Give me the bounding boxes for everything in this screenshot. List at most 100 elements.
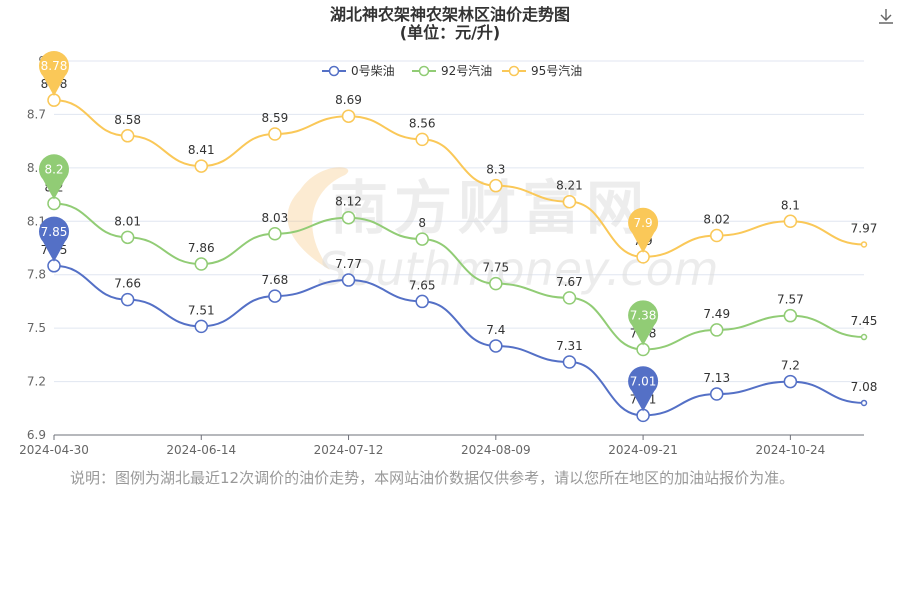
- data-label: 8.21: [556, 179, 583, 193]
- data-labels: 7.85 7.66 7.51 7.68 7.77 7.65 7.4 7.31 7.01 7.13 7…: [41, 77, 878, 406]
- watermark-text-en: Southmoney.com: [318, 242, 719, 296]
- legend-item: 92号汽油: [412, 63, 492, 78]
- data-point: [120, 230, 135, 245]
- data-label: 7.67: [556, 275, 583, 289]
- x-tick-label: 2024-10-24: [755, 443, 825, 457]
- legend-label: 95号汽油: [531, 63, 582, 78]
- marker-label: 7.38: [630, 309, 657, 323]
- extreme-marker: 7.01: [628, 366, 659, 412]
- marker-pin: [39, 154, 69, 200]
- extreme-marker: 7.38: [628, 300, 659, 346]
- legend: 0号柴油 92号汽油 95号汽油: [322, 63, 582, 78]
- series-1: [47, 196, 868, 357]
- data-label: 8.59: [262, 111, 289, 125]
- data-point: [783, 308, 798, 323]
- extreme-marker: 8.78: [39, 50, 69, 97]
- data-point: [341, 210, 356, 225]
- data-point: [415, 132, 429, 147]
- marker-label: 7.01: [630, 374, 657, 388]
- data-point: [120, 292, 135, 307]
- data-point: [341, 109, 356, 123]
- data-label: 8.58: [114, 113, 141, 127]
- marker-pin: [39, 50, 69, 97]
- legend-symbol: [328, 65, 340, 77]
- x-tick-label: 2024-07-12: [314, 443, 384, 457]
- legend-symbol: [508, 65, 520, 77]
- data-point: [709, 323, 724, 337]
- watermark: 南方财富网 Southmoney.com: [287, 167, 719, 296]
- data-point: [562, 194, 577, 209]
- data-point: [268, 127, 282, 141]
- marker-pin: [628, 207, 659, 253]
- legend-label: 0号柴油: [351, 64, 395, 78]
- data-point: [860, 241, 868, 248]
- data-point: [415, 294, 429, 309]
- data-point: [783, 214, 798, 229]
- y-axis: 6.97.27.57.88.18.48.79: [27, 54, 46, 442]
- data-label: 7.77: [335, 257, 362, 271]
- data-label: 7.97: [851, 221, 878, 235]
- x-tick-label: 2024-09-21: [608, 443, 678, 457]
- data-label: 7.68: [262, 273, 289, 287]
- data-label: 7.4: [486, 323, 505, 337]
- data-point: [268, 227, 282, 241]
- series-layer: [47, 93, 868, 423]
- data-point: [120, 129, 135, 143]
- data-point: [860, 333, 868, 341]
- data-label: 7.75: [482, 261, 509, 275]
- download-icon[interactable]: [876, 6, 896, 26]
- data-point: [268, 289, 282, 303]
- data-label: 8.3: [486, 163, 505, 177]
- data-point: [709, 387, 724, 401]
- data-label: 7.31: [556, 339, 583, 353]
- data-point: [489, 339, 503, 353]
- data-point: [783, 374, 798, 389]
- data-point: [194, 159, 209, 173]
- data-label: 7.51: [188, 303, 215, 317]
- watermark-logo: [287, 167, 349, 270]
- data-point: [341, 273, 356, 287]
- data-point: [489, 178, 503, 193]
- chart-title: 湖北神农架神农架林区油价走势图: [330, 5, 570, 24]
- x-tick-label: 2024-04-30: [19, 443, 89, 457]
- extreme-markers: 7.85 7.01 8.2 7.38 8.78 7.9: [39, 50, 659, 412]
- y-tick-label: 6.9: [27, 428, 46, 442]
- data-point: [194, 257, 209, 271]
- marker-pin: [628, 300, 659, 346]
- marker-label: 8.78: [41, 59, 68, 73]
- y-tick-label: 7.2: [27, 375, 46, 389]
- y-tick-label: 8.7: [27, 107, 46, 121]
- series-2: [47, 93, 868, 264]
- data-label: 7.49: [703, 307, 730, 321]
- grid-lines: [54, 60, 864, 383]
- data-label: 8.03: [262, 211, 289, 225]
- data-label: 7.86: [188, 241, 215, 255]
- chart-note: 说明：图例为湖北最近12次调价的油价走势，本网站油价数据仅供参考，请以您所在地区…: [70, 469, 795, 487]
- legend-label: 92号汽油: [441, 63, 492, 78]
- legend-item: 0号柴油: [322, 64, 395, 78]
- data-label: 7.57: [777, 293, 804, 307]
- data-label: 7.08: [851, 380, 878, 394]
- data-label: 8.56: [409, 116, 436, 130]
- marker-label: 7.85: [41, 225, 68, 239]
- data-point: [562, 291, 577, 305]
- x-tick-label: 2024-08-09: [461, 443, 531, 457]
- extreme-marker: 8.2: [39, 154, 69, 200]
- data-point: [562, 355, 577, 369]
- data-point: [489, 276, 503, 291]
- y-tick-label: 7.8: [27, 268, 46, 282]
- data-label: 7.66: [114, 277, 141, 291]
- legend-item: 95号汽油: [502, 63, 582, 78]
- data-point: [860, 399, 868, 407]
- data-label: 8.02: [703, 213, 730, 227]
- data-label: 8: [418, 216, 426, 230]
- y-tick-label: 7.5: [27, 321, 46, 335]
- data-point: [415, 232, 429, 246]
- marker-label: 7.9: [634, 216, 653, 230]
- data-label: 8.69: [335, 93, 362, 107]
- extreme-marker: 7.9: [628, 207, 659, 253]
- data-point: [194, 319, 209, 334]
- data-point: [709, 228, 724, 243]
- x-axis: 2024-04-30 2024-06-14 2024-07-12 2024-08-09…: [19, 434, 864, 457]
